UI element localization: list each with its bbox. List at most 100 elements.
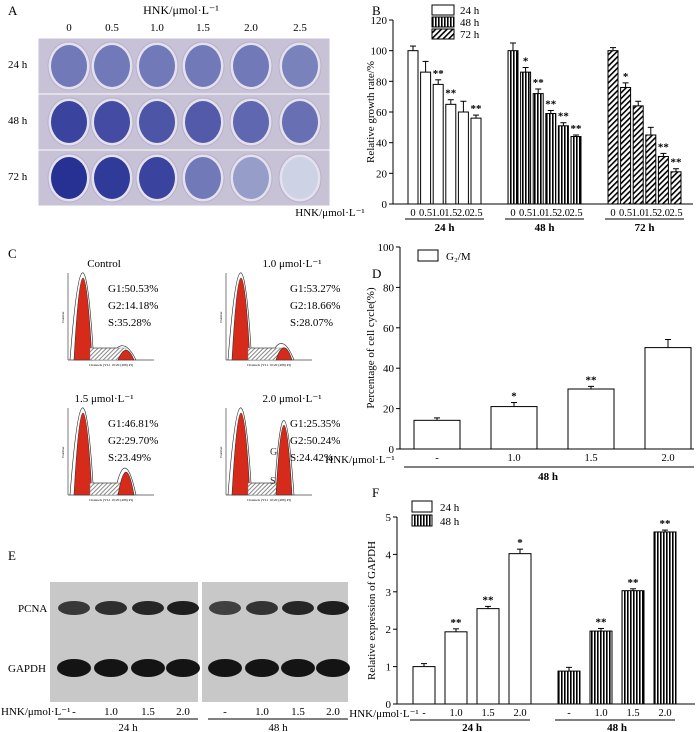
bar (470, 117, 482, 205)
bar (632, 105, 644, 205)
bar (653, 531, 677, 705)
g2-peak (117, 349, 135, 361)
x-tick-label: 1.5 (444, 208, 457, 219)
x-tick-label: 2.0 (457, 208, 470, 219)
s-stat: S:35.28% (108, 317, 151, 329)
bar (507, 50, 519, 205)
pcna-band (167, 601, 199, 615)
flow-title: 1.5 μmol·L⁻¹ (75, 393, 134, 405)
group-label: 72 h (635, 222, 655, 234)
well (185, 101, 221, 143)
bar (432, 83, 444, 205)
well (51, 45, 87, 87)
y-tick-label: 4 (386, 549, 392, 561)
pcna-band (246, 601, 278, 615)
panel-d-cell-cycle-chart: 0 20 40 60 80 100 Percentage of cell cycle(%) -… (325, 242, 694, 483)
significance-mark: ** (433, 68, 445, 80)
lane-label: - (72, 706, 76, 718)
lane-label: 1.5 (141, 706, 155, 718)
x-tick-label: 0.5 (619, 208, 632, 219)
x-axis-title: HNK/μmol·L⁻¹ (349, 708, 418, 720)
bar (644, 347, 692, 450)
y-tick-label: 40 (383, 363, 395, 375)
bar (520, 71, 532, 205)
y-tick-label: 1 (386, 662, 392, 674)
group-label: 24 h (118, 722, 138, 732)
g2-peak (275, 425, 293, 496)
gapdh-band (94, 659, 128, 677)
significance-mark: * (511, 391, 517, 403)
y-tick-label: 2 (386, 624, 392, 636)
legend-label: 48 h (460, 17, 480, 29)
bar (407, 50, 419, 205)
well (94, 157, 130, 199)
x-tick-label: 2.0 (658, 708, 671, 719)
bar (508, 553, 532, 705)
well (139, 157, 175, 199)
x-tick-label: 0 (410, 208, 415, 219)
well (51, 101, 87, 143)
x-tick-label: 2.0 (657, 208, 670, 219)
bar (412, 666, 436, 705)
blot-membrane (202, 582, 348, 702)
pcna-band (209, 601, 241, 615)
x-tick-label: 0.5 (519, 208, 532, 219)
legend-label: 72 h (460, 29, 480, 41)
y-tick-label: 3 (386, 587, 392, 599)
panel-b-growth-chart: 0 20 40 60 80 100 120 Relative growth rate/% 0 0.… (295, 4, 693, 234)
well (282, 157, 318, 199)
band-label-gapdh: GAPDH (8, 663, 46, 675)
y-tick-label: 80 (383, 282, 395, 294)
gapdh-band (281, 659, 315, 677)
g2-peak (117, 472, 135, 496)
y-tick-label: 60 (383, 323, 395, 335)
western-axis-title: HNK/μmol·L⁻¹ (1, 706, 70, 718)
g1-stat: G1:25.35% (290, 418, 340, 430)
legend-label: G₂/M (446, 251, 471, 263)
well (51, 157, 87, 199)
g2-peak (275, 347, 293, 361)
bar (670, 171, 682, 205)
y-tick-label: 40 (376, 138, 388, 150)
x-tick-label: 1.5 (644, 208, 657, 219)
panel-label-e: E (8, 548, 16, 563)
significance-mark: ** (483, 594, 495, 606)
group-label: 48 h (607, 722, 627, 732)
flow-histogram: 1.0 μmol·L⁻¹ Number Channels (YL1 10/20 (4… (219, 258, 340, 367)
flow-y-label: Number (61, 310, 65, 322)
legend-swatch (431, 28, 455, 40)
pcna-band (132, 601, 164, 615)
y-axis-title: Percentage of cell cycle(%) (365, 287, 377, 409)
bar (476, 608, 500, 705)
well (185, 45, 221, 87)
legend-swatch (431, 4, 455, 16)
panel-a-row-label: 48 h (8, 115, 28, 127)
panel-a-conc-label: 2.0 (244, 22, 258, 34)
flow-title: 1.0 μmol·L⁻¹ (263, 258, 322, 270)
lane-label: 2.0 (176, 706, 190, 718)
x-tick-label: 1.0 (432, 208, 445, 219)
pcna-band (58, 601, 90, 615)
significance-mark: * (523, 56, 529, 68)
x-tick-label: 1.5 (626, 708, 639, 719)
flow-outline (69, 272, 137, 361)
significance-mark: ** (445, 88, 457, 100)
bar (545, 113, 557, 205)
x-tick-label: 0 (610, 208, 615, 219)
group-label: 48 h (268, 722, 288, 732)
y-tick-label: 100 (378, 242, 395, 254)
bar (444, 631, 468, 705)
well (94, 101, 130, 143)
y-tick-label: 20 (376, 168, 388, 180)
x-tick-label: - (567, 708, 571, 719)
group-label: 24 h (462, 722, 482, 732)
x-tick-label: 1.0 (632, 208, 645, 219)
significance-mark: ** (586, 374, 598, 386)
lane-label: 1.5 (291, 706, 305, 718)
x-tick-label: 1.0 (594, 708, 607, 719)
g1-peak (73, 278, 93, 361)
significance-mark: ** (628, 577, 640, 589)
flow-y-label: Number (219, 445, 223, 457)
flow-x-label: Channels (YL1 10/20 (488) PI) (89, 498, 134, 502)
g1-stat: G1:53.27% (290, 283, 340, 295)
